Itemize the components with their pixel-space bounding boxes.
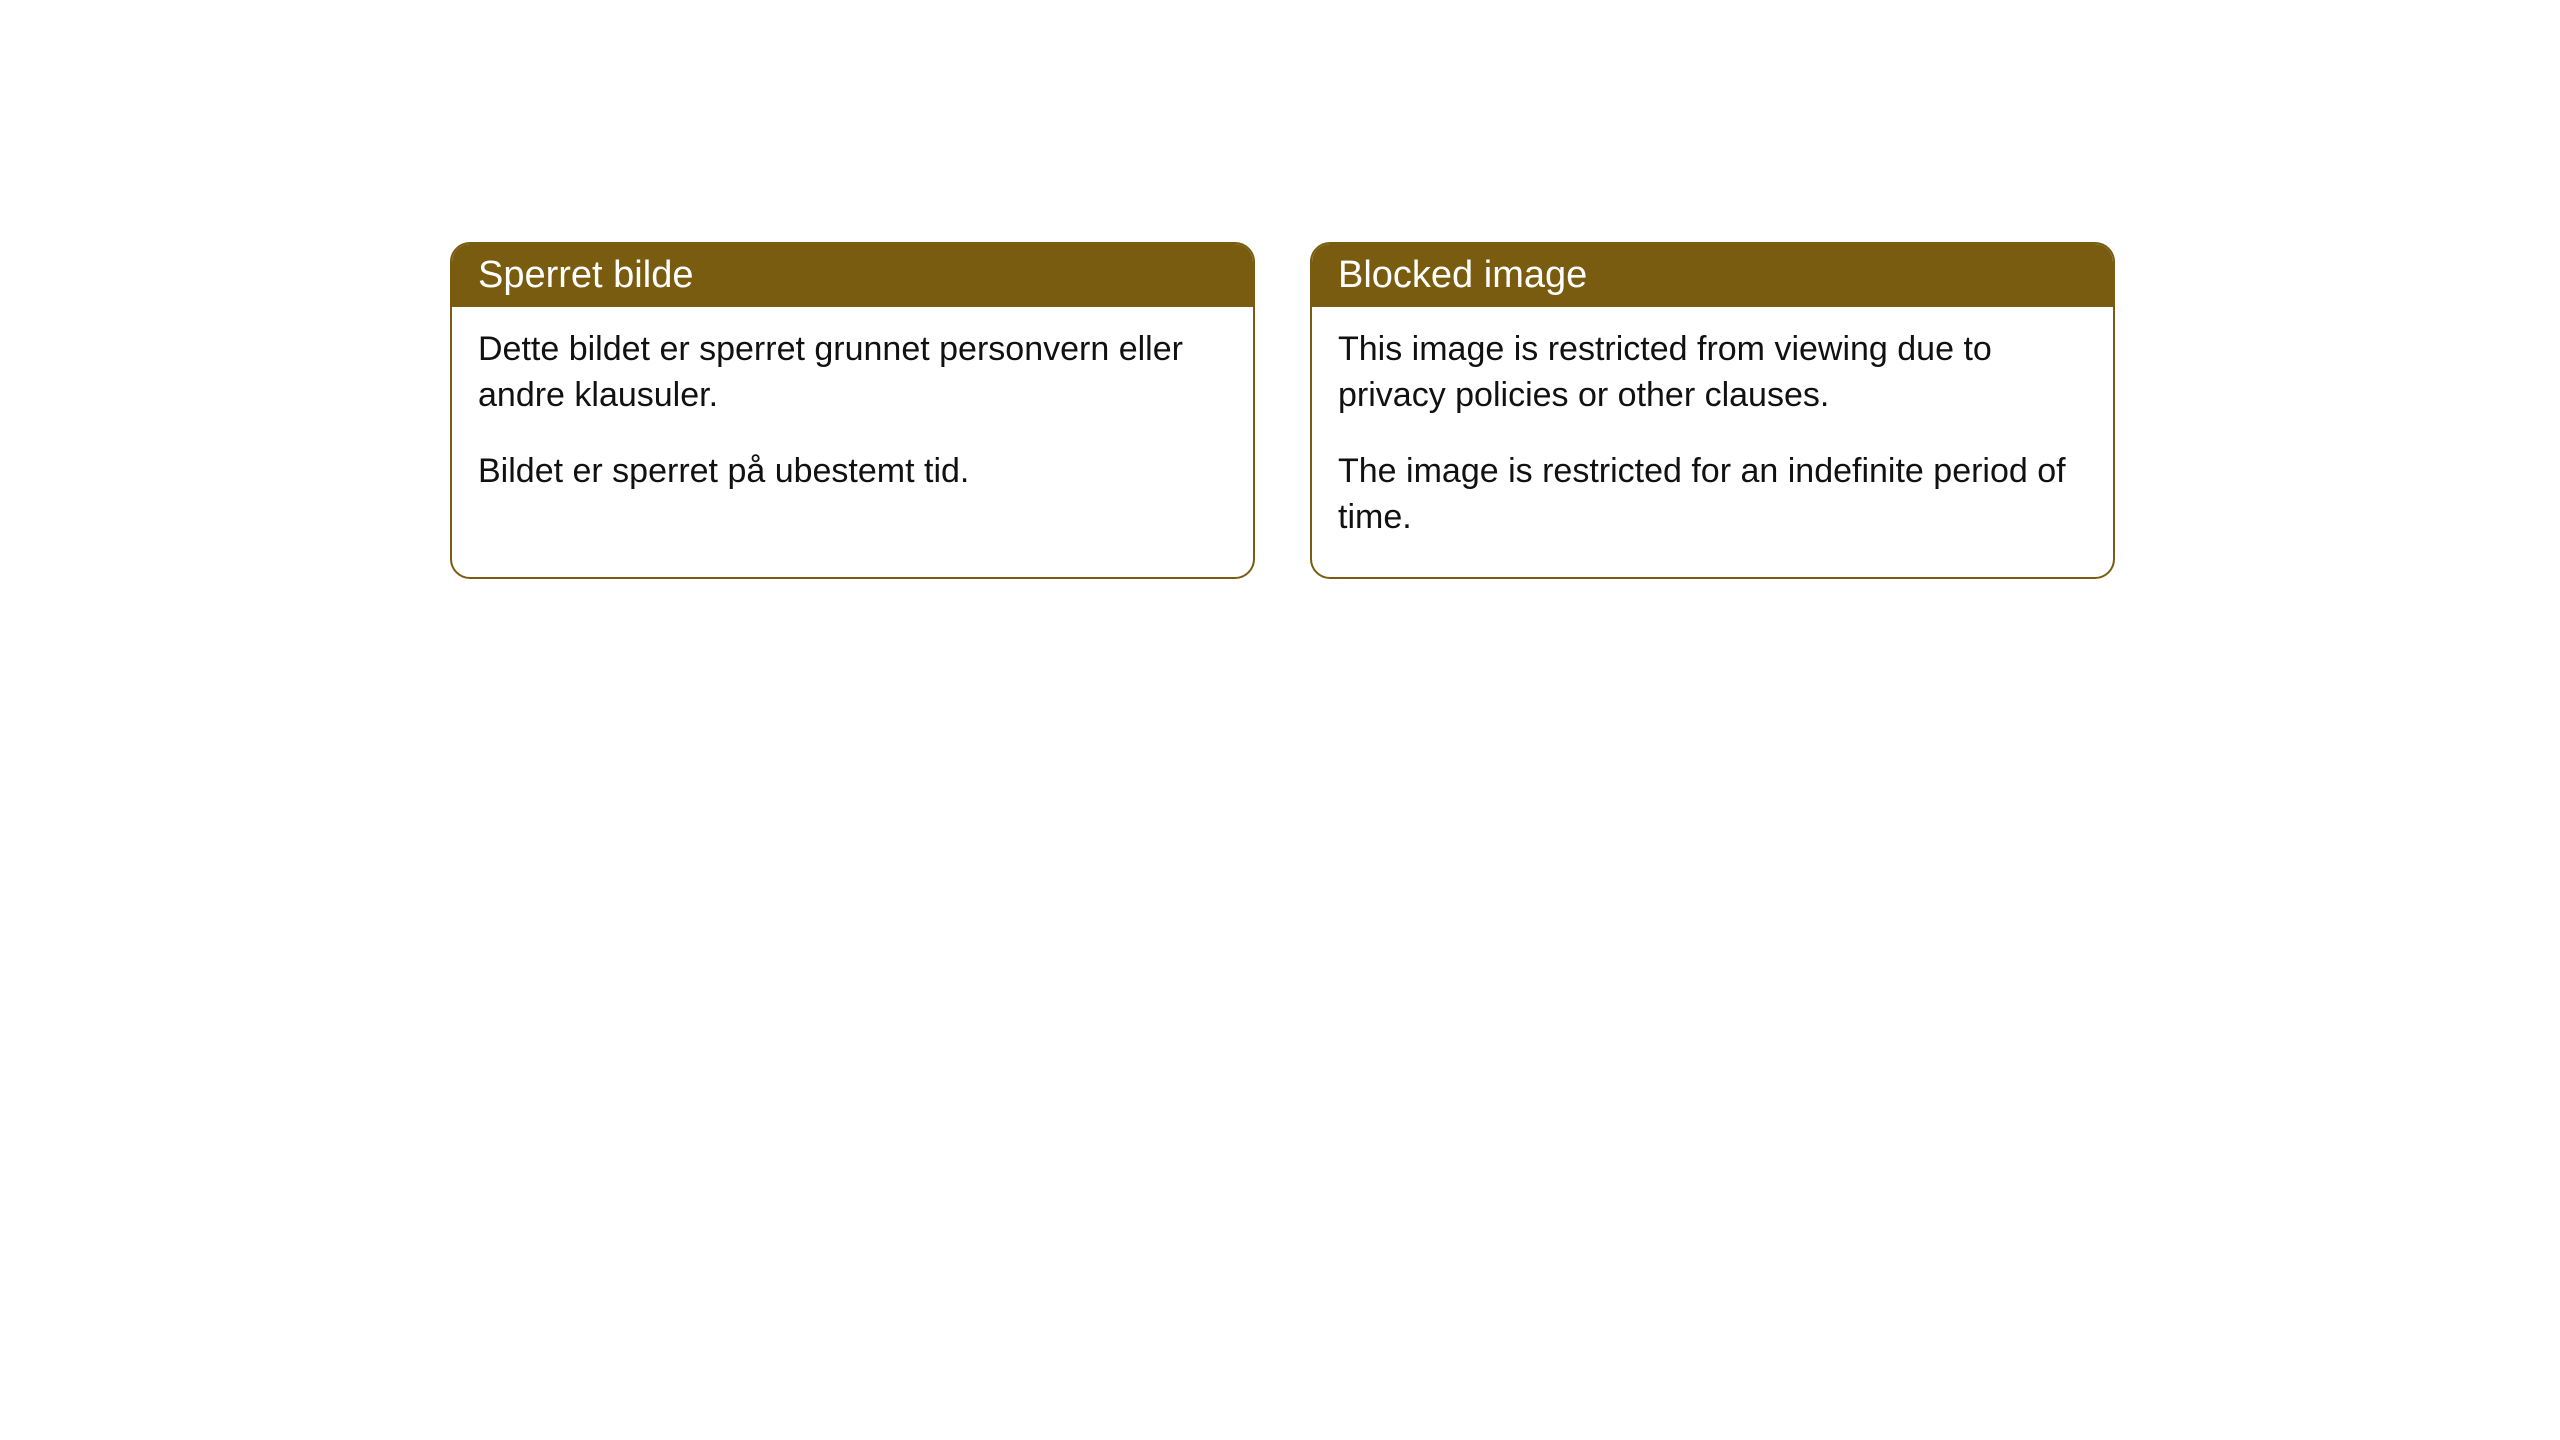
blocked-image-card-en: Blocked image This image is restricted f… (1310, 242, 2115, 579)
card-body-no: Dette bildet er sperret grunnet personve… (452, 307, 1253, 531)
card-header-en: Blocked image (1312, 244, 2113, 307)
blocked-image-card-no: Sperret bilde Dette bildet er sperret gr… (450, 242, 1255, 579)
card-paragraph-en-1: This image is restricted from viewing du… (1338, 327, 2087, 419)
card-paragraph-en-2: The image is restricted for an indefinit… (1338, 449, 2087, 541)
card-paragraph-no-1: Dette bildet er sperret grunnet personve… (478, 327, 1227, 419)
cards-container: Sperret bilde Dette bildet er sperret gr… (450, 242, 2115, 579)
card-body-en: This image is restricted from viewing du… (1312, 307, 2113, 577)
card-paragraph-no-2: Bildet er sperret på ubestemt tid. (478, 449, 1227, 495)
card-header-no: Sperret bilde (452, 244, 1253, 307)
